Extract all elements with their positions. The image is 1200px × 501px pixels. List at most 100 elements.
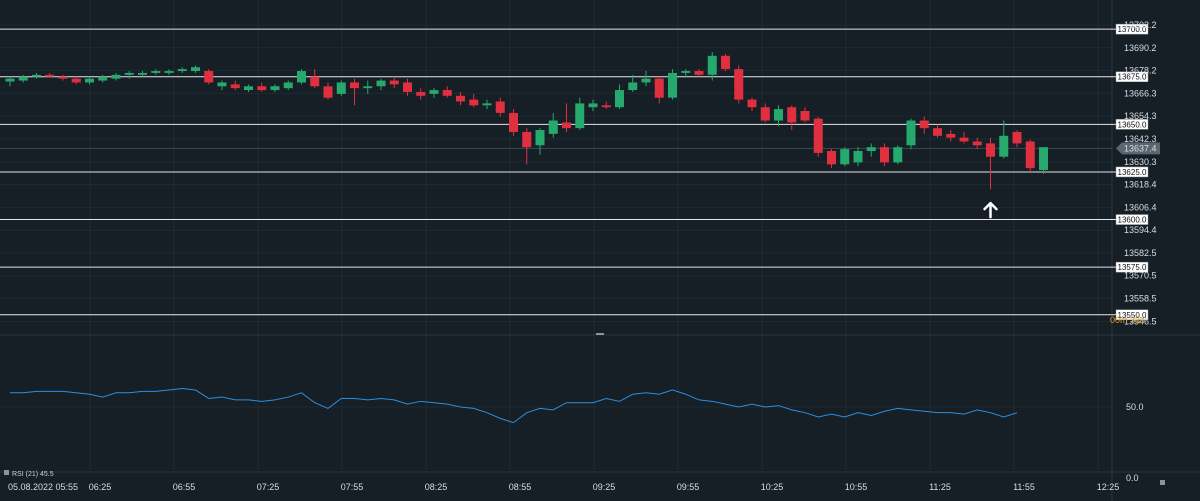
candle-body bbox=[681, 71, 691, 73]
price-level-box bbox=[1115, 71, 1149, 82]
panel-resize-handle bbox=[596, 333, 604, 335]
candle-body bbox=[85, 78, 94, 83]
price-level-box bbox=[1115, 119, 1149, 130]
candle-body bbox=[509, 112, 518, 132]
price-tick-label: 13678.2 bbox=[1124, 66, 1157, 76]
candle-body bbox=[482, 103, 492, 106]
candle-body bbox=[164, 71, 174, 73]
candle-body bbox=[336, 82, 346, 94]
candle-body bbox=[1012, 131, 1022, 144]
candle-body bbox=[641, 78, 651, 83]
candle-body bbox=[32, 74, 41, 77]
time-axis-date-label: 05.08.2022 05:55 bbox=[8, 482, 78, 492]
price-tick-label: 13618.4 bbox=[1124, 180, 1157, 190]
candle-body bbox=[456, 95, 465, 102]
price-tick-label: 13642.3 bbox=[1124, 134, 1157, 144]
price-tick-label: 13630.3 bbox=[1124, 157, 1157, 167]
candle-body bbox=[588, 103, 598, 108]
candle-body bbox=[721, 55, 730, 70]
candle-body bbox=[177, 69, 187, 72]
candle-body bbox=[45, 74, 55, 77]
candle-body bbox=[919, 120, 929, 129]
time-tick-label: 09:55 bbox=[677, 482, 700, 492]
candle-body bbox=[151, 71, 161, 73]
time-axis: 05.08.2022 05:55 06:25 06:55 07:25 07:55 08:2… bbox=[8, 480, 1165, 492]
price-level-label: 13600.0 bbox=[1118, 216, 1147, 225]
time-tick-label: 08:55 bbox=[509, 482, 532, 492]
candle-body bbox=[972, 141, 982, 146]
candle-body bbox=[469, 99, 479, 106]
candle-body bbox=[442, 90, 452, 96]
candle-body bbox=[668, 72, 677, 98]
price-tick-label: 13570.5 bbox=[1124, 271, 1157, 281]
rsi-tick-label: 0.0 bbox=[1126, 473, 1139, 483]
candle-body bbox=[933, 128, 942, 136]
candle-body bbox=[774, 109, 783, 121]
candle-body bbox=[959, 137, 969, 142]
time-tick-label: 07:55 bbox=[341, 482, 364, 492]
price-level-label: 13625.0 bbox=[1118, 168, 1147, 177]
candle-body bbox=[1039, 147, 1048, 171]
candle-body bbox=[244, 86, 253, 91]
price-level-box bbox=[1115, 309, 1149, 321]
candle-body bbox=[217, 82, 227, 87]
candle-body bbox=[230, 84, 240, 89]
candle-body bbox=[5, 78, 15, 82]
candle-body bbox=[747, 99, 757, 108]
candle-body bbox=[760, 107, 770, 121]
candle-body bbox=[893, 147, 903, 163]
candle-body bbox=[866, 147, 876, 152]
time-tick-label: 11:55 bbox=[1013, 482, 1035, 492]
candle-body bbox=[800, 111, 810, 121]
candle-countdown: 00m 33s bbox=[1110, 315, 1145, 325]
current-price-label: 13637.4 bbox=[1124, 143, 1157, 153]
price-level-box bbox=[1115, 23, 1149, 35]
candle-body bbox=[124, 72, 134, 75]
candle-body bbox=[138, 72, 147, 75]
candle-body bbox=[363, 86, 373, 89]
price-tick-label: 13654.3 bbox=[1124, 111, 1157, 121]
price-level-box bbox=[1115, 166, 1149, 178]
rsi-indicator-label: RSI (21) 45.5 bbox=[12, 471, 54, 478]
time-tick-label: 06:25 bbox=[89, 482, 112, 492]
candle-body bbox=[840, 149, 850, 165]
candle-body bbox=[403, 82, 412, 92]
candle-body bbox=[376, 80, 386, 87]
candle-body bbox=[535, 130, 545, 146]
price-level-label: 13700.0 bbox=[1118, 25, 1147, 34]
candle-body bbox=[853, 151, 863, 163]
candle-body bbox=[495, 101, 505, 113]
price-tick-label: 13558.5 bbox=[1124, 294, 1157, 304]
rsi-line bbox=[10, 388, 1018, 424]
price-tick-label: 13606.4 bbox=[1124, 202, 1157, 212]
time-tick-label: 11:25 bbox=[929, 482, 951, 492]
price-tick-label: 13666.3 bbox=[1124, 88, 1157, 98]
candle-body bbox=[628, 82, 638, 91]
candle-body bbox=[787, 107, 797, 123]
candle-body bbox=[323, 86, 333, 98]
rsi-tick-label: 50.0 bbox=[1126, 402, 1144, 412]
candle-body bbox=[297, 71, 306, 83]
candle-body bbox=[71, 78, 81, 83]
candle-body bbox=[986, 143, 995, 157]
price-level-label: 13550.0 bbox=[1118, 311, 1147, 320]
price-level-label: 13575.0 bbox=[1118, 263, 1147, 272]
time-tick-label: 06:55 bbox=[173, 482, 196, 492]
candles bbox=[5, 51, 1048, 219]
price-axis: 13702.2 13690.2 13678.2 13666.3 13654.3 13642… bbox=[1110, 20, 1160, 326]
price-level-label: 13650.0 bbox=[1118, 120, 1147, 129]
candle-body bbox=[1025, 141, 1035, 169]
candle-body bbox=[310, 76, 320, 87]
candle-body bbox=[694, 71, 704, 75]
candle-body bbox=[906, 120, 916, 146]
settings-icon bbox=[1160, 480, 1165, 485]
price-level-box bbox=[1115, 261, 1149, 273]
candle-body bbox=[946, 133, 956, 138]
candle-body bbox=[813, 118, 823, 153]
price-tick-label: 13594.4 bbox=[1124, 225, 1157, 235]
candle-body bbox=[283, 82, 293, 89]
time-tick-label: 08:25 bbox=[425, 482, 448, 492]
candle-body bbox=[111, 74, 121, 79]
rsi-settings-icon bbox=[4, 470, 9, 475]
